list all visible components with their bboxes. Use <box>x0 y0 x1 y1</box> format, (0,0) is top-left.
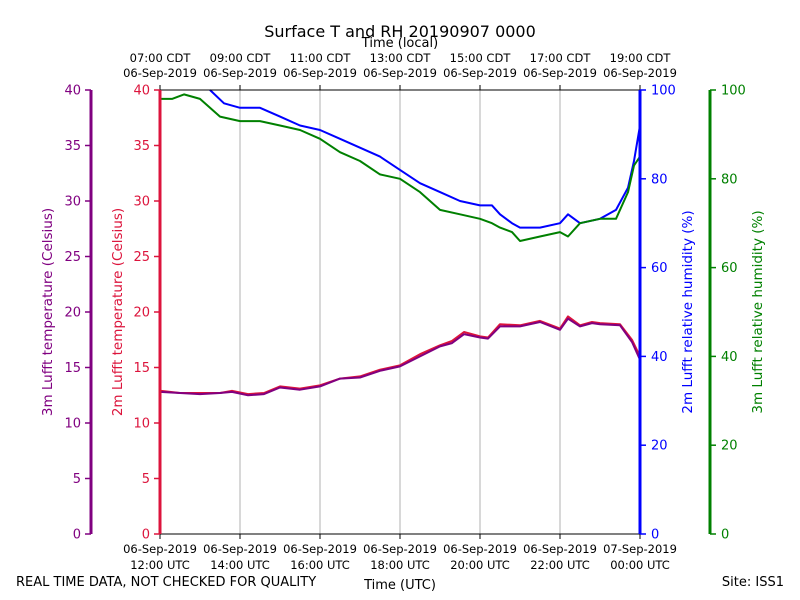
top-tick-date: 06-Sep-2019 <box>603 66 677 80</box>
bottom-tick-date: 06-Sep-2019 <box>443 542 517 556</box>
series-lines <box>159 89 641 397</box>
site-label: Site: ISS1 <box>721 575 784 590</box>
top-tick-time: 15:00 CDT <box>450 51 512 65</box>
rh2m-tick-label: 20 <box>651 439 668 454</box>
t3m-tick-label: 0 <box>73 528 81 543</box>
bottom-tick-date: 06-Sep-2019 <box>523 542 597 556</box>
bottom-tick-time: 22:00 UTC <box>530 558 590 572</box>
t3m-tick-label: 35 <box>64 139 81 154</box>
quality-disclaimer: REAL TIME DATA, NOT CHECKED FOR QUALITY <box>16 575 317 590</box>
rh3m-tick-label: 20 <box>721 439 738 454</box>
t3m-tick-label: 20 <box>64 306 81 321</box>
rh2m-tick-label: 60 <box>651 261 668 276</box>
t2m-tick-label: 20 <box>133 306 150 321</box>
top-tick-date: 06-Sep-2019 <box>363 66 437 80</box>
top-tick-date: 06-Sep-2019 <box>123 66 197 80</box>
t2m-tick-label: 10 <box>133 417 150 432</box>
top-tick-time: 17:00 CDT <box>530 51 592 65</box>
bottom-tick-date: 06-Sep-2019 <box>363 542 437 556</box>
chart-title: Surface T and RH 20190907 0000 <box>264 22 536 41</box>
t3m-tick-label: 5 <box>73 472 81 487</box>
rh2m-tick-label: 100 <box>651 84 676 99</box>
top-tick-date: 06-Sep-2019 <box>443 66 517 80</box>
bottom-tick-date: 07-Sep-2019 <box>603 542 677 556</box>
top-tick-date: 06-Sep-2019 <box>203 66 277 80</box>
rh2m-series-line <box>209 89 641 229</box>
t2m-tick-label: 5 <box>142 472 150 487</box>
t3m-axis-label: 3m Lufft temperature (Celsius) <box>40 208 56 416</box>
rh2m-tick-label: 0 <box>651 528 659 543</box>
top-tick-time: 13:00 CDT <box>370 51 432 65</box>
rh2m-axis-label: 2m Lufft relative humidity (%) <box>680 210 696 413</box>
top-axis-label: Time (local) <box>361 36 438 51</box>
top-tick-time: 07:00 CDT <box>130 51 192 65</box>
t3m-tick-label: 30 <box>64 195 81 210</box>
t2m-axis-label: 2m Lufft temperature (Celsius) <box>110 208 126 416</box>
t3m-series-line <box>159 317 641 397</box>
top-tick-date: 06-Sep-2019 <box>523 66 597 80</box>
bottom-tick-time: 12:00 UTC <box>130 558 190 572</box>
t3m-tick-label: 10 <box>64 417 81 432</box>
bottom-tick-date: 06-Sep-2019 <box>203 542 277 556</box>
bottom-tick-date: 06-Sep-2019 <box>283 542 357 556</box>
rh3m-tick-label: 40 <box>721 350 738 365</box>
rh3m-axis-label: 3m Lufft relative humidity (%) <box>750 210 766 413</box>
bottom-tick-time: 00:00 UTC <box>610 558 670 572</box>
rh3m-tick-label: 100 <box>721 84 746 99</box>
rh2m-tick-label: 40 <box>651 350 668 365</box>
bottom-tick-date: 06-Sep-2019 <box>123 542 197 556</box>
top-tick-time: 11:00 CDT <box>290 51 352 65</box>
t2m-tick-label: 30 <box>133 195 150 210</box>
t2m-tick-label: 25 <box>133 250 150 265</box>
t2m-tick-label: 35 <box>133 139 150 154</box>
bottom-tick-time: 20:00 UTC <box>450 558 510 572</box>
bottom-tick-time: 14:00 UTC <box>210 558 270 572</box>
t2m-tick-label: 15 <box>133 361 150 376</box>
rh3m-tick-label: 60 <box>721 261 738 276</box>
t2m-tick-label: 40 <box>133 84 150 99</box>
top-tick-time: 19:00 CDT <box>610 51 672 65</box>
grid-lines <box>159 90 641 534</box>
t3m-tick-label: 25 <box>64 250 81 265</box>
t3m-tick-label: 15 <box>64 361 81 376</box>
bottom-tick-time: 16:00 UTC <box>290 558 350 572</box>
rh3m-tick-label: 0 <box>721 528 729 543</box>
rh2m-tick-label: 80 <box>651 172 668 187</box>
rh3m-tick-label: 80 <box>721 172 738 187</box>
t3m-tick-label: 40 <box>64 84 81 99</box>
rh3m-series-line <box>160 93 641 242</box>
top-tick-time: 09:00 CDT <box>210 51 272 65</box>
t2m-tick-label: 0 <box>142 528 150 543</box>
bottom-tick-time: 18:00 UTC <box>370 558 430 572</box>
x-axis-label: Time (UTC) <box>363 578 436 593</box>
top-tick-date: 06-Sep-2019 <box>283 66 357 80</box>
